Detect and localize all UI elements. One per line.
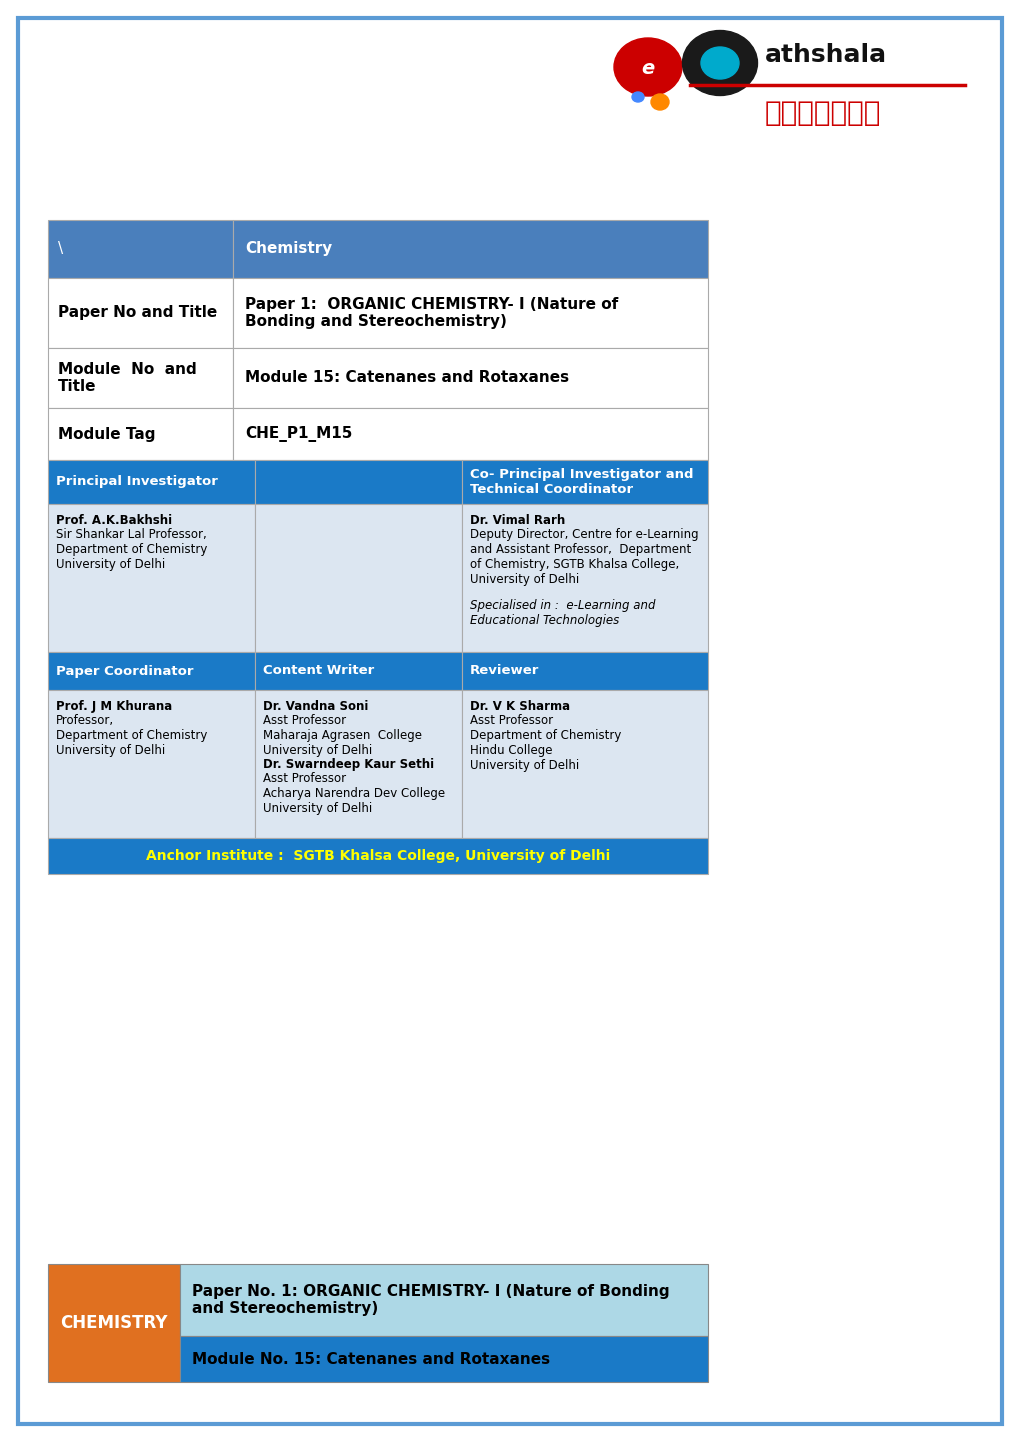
Text: CHEMISTRY: CHEMISTRY bbox=[60, 1314, 167, 1332]
Text: Asst Professor
Department of Chemistry
Hindu College
University of Delhi: Asst Professor Department of Chemistry H… bbox=[470, 714, 621, 771]
Text: Prof. J M Khurana: Prof. J M Khurana bbox=[56, 699, 172, 712]
Text: Paper No and Title: Paper No and Title bbox=[58, 306, 217, 320]
Bar bbox=[462, 460, 707, 505]
Text: Asst Professor
Acharya Narendra Dev College
University of Delhi: Asst Professor Acharya Narendra Dev Coll… bbox=[263, 771, 444, 815]
Text: Anchor Institute :  SGTB Khalsa College, University of Delhi: Anchor Institute : SGTB Khalsa College, … bbox=[146, 849, 609, 862]
Bar bbox=[232, 348, 707, 408]
Text: Dr. Vandna Soni: Dr. Vandna Soni bbox=[263, 699, 368, 712]
Text: Sir Shankar Lal Professor,
Department of Chemistry
University of Delhi: Sir Shankar Lal Professor, Department of… bbox=[56, 528, 207, 571]
Text: Paper Coordinator: Paper Coordinator bbox=[56, 665, 194, 678]
Bar bbox=[48, 652, 255, 691]
Text: Chemistry: Chemistry bbox=[245, 241, 332, 257]
Ellipse shape bbox=[700, 48, 739, 79]
Text: Reviewer: Reviewer bbox=[470, 665, 539, 678]
Bar bbox=[232, 408, 707, 460]
Text: Asst Professor
Maharaja Agrasen  College
University of Delhi: Asst Professor Maharaja Agrasen College … bbox=[263, 714, 422, 757]
Text: CHE_P1_M15: CHE_P1_M15 bbox=[245, 425, 352, 443]
Text: \: \ bbox=[58, 241, 63, 257]
Bar bbox=[462, 505, 707, 652]
Text: athshala: athshala bbox=[764, 43, 887, 66]
Bar bbox=[48, 278, 232, 348]
Bar bbox=[48, 460, 255, 505]
Text: Module  No  and
Title: Module No and Title bbox=[58, 362, 197, 394]
Bar bbox=[179, 1265, 707, 1335]
Ellipse shape bbox=[632, 92, 643, 102]
Text: Module 15: Catenanes and Rotaxanes: Module 15: Catenanes and Rotaxanes bbox=[245, 371, 569, 385]
Bar bbox=[48, 221, 232, 278]
Text: Principal Investigator: Principal Investigator bbox=[56, 476, 218, 489]
Text: Dr. Vimal Rarh: Dr. Vimal Rarh bbox=[470, 513, 565, 526]
Text: पाठशाला: पाठशाला bbox=[764, 99, 880, 127]
Bar bbox=[48, 1265, 179, 1381]
Text: Professor,
Department of Chemistry
University of Delhi: Professor, Department of Chemistry Unive… bbox=[56, 714, 207, 757]
Bar bbox=[48, 505, 255, 652]
Bar bbox=[255, 460, 462, 505]
Bar bbox=[255, 691, 462, 838]
Text: Deputy Director, Centre for e-Learning
and Assistant Professor,  Department
of C: Deputy Director, Centre for e-Learning a… bbox=[470, 528, 698, 585]
Text: epathshala: epathshala bbox=[377, 673, 642, 855]
Bar bbox=[232, 221, 707, 278]
Bar bbox=[232, 278, 707, 348]
Text: Module Tag: Module Tag bbox=[58, 427, 155, 441]
Ellipse shape bbox=[613, 37, 682, 97]
Bar bbox=[462, 691, 707, 838]
Text: Paper 1:  ORGANIC CHEMISTRY- I (Nature of
Bonding and Stereochemistry): Paper 1: ORGANIC CHEMISTRY- I (Nature of… bbox=[245, 297, 618, 329]
Text: Co- Principal Investigator and
Technical Coordinator: Co- Principal Investigator and Technical… bbox=[470, 469, 693, 496]
Text: Module No. 15: Catenanes and Rotaxanes: Module No. 15: Catenanes and Rotaxanes bbox=[192, 1351, 549, 1367]
Text: Prof. A.K.Bakhshi: Prof. A.K.Bakhshi bbox=[56, 513, 172, 526]
Bar bbox=[48, 691, 255, 838]
Ellipse shape bbox=[682, 30, 757, 95]
Bar bbox=[462, 652, 707, 691]
Bar bbox=[255, 505, 462, 652]
Bar bbox=[48, 838, 707, 874]
Bar bbox=[255, 652, 462, 691]
Ellipse shape bbox=[650, 94, 668, 110]
Text: Content Writer: Content Writer bbox=[263, 665, 374, 678]
Text: Specialised in :  e-Learning and
Educational Technologies: Specialised in : e-Learning and Educatio… bbox=[470, 598, 655, 627]
Text: Paper No. 1: ORGANIC CHEMISTRY- I (Nature of Bonding
and Stereochemistry): Paper No. 1: ORGANIC CHEMISTRY- I (Natur… bbox=[192, 1283, 668, 1317]
Bar bbox=[48, 348, 232, 408]
Text: Dr. V K Sharma: Dr. V K Sharma bbox=[470, 699, 570, 712]
Text: e: e bbox=[641, 59, 654, 78]
Bar bbox=[179, 1335, 707, 1381]
Text: Dr. Swarndeep Kaur Sethi: Dr. Swarndeep Kaur Sethi bbox=[263, 758, 434, 771]
Bar bbox=[48, 408, 232, 460]
